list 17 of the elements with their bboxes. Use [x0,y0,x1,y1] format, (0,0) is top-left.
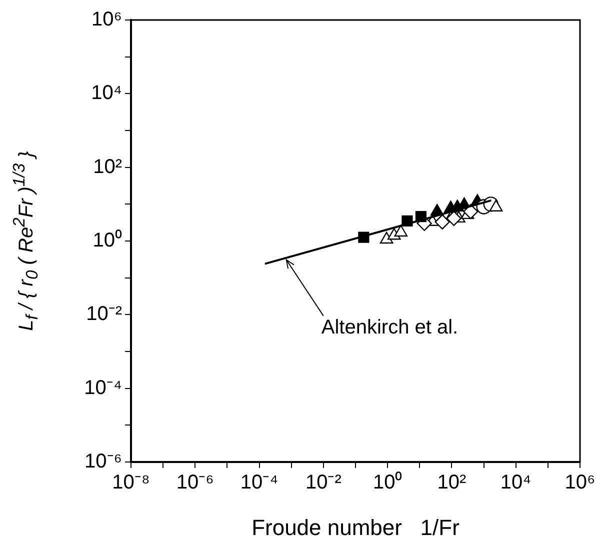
y-tick-label: 10⁶ [92,8,122,31]
x-tick-label: 10⁻⁸ [112,472,150,494]
y-tick-label: 10⁻² [86,303,122,326]
annotation: Altenkirch et al. [321,316,458,338]
x-tick-label: 10² [437,472,467,494]
x-tick-label: 10⁰ [372,470,402,494]
y-tick-label: 10⁰ [92,228,122,252]
x-tick-label: 10⁻⁴ [240,472,278,494]
y-tick-label: 10⁴ [91,82,122,104]
y-tick-label: 10⁻⁶ [84,450,122,473]
y-tick-label: 10² [93,156,122,178]
x-tick-label: 10⁶ [564,472,596,494]
x-tick-label: 10⁻² [305,472,342,494]
x-tick-label: 10⁻⁶ [176,472,214,494]
x-tick-label: 10⁴ [500,472,532,494]
y-tick-label: 10⁻⁴ [84,376,122,399]
x-axis-title: Froude number 1/Fr [252,514,460,540]
